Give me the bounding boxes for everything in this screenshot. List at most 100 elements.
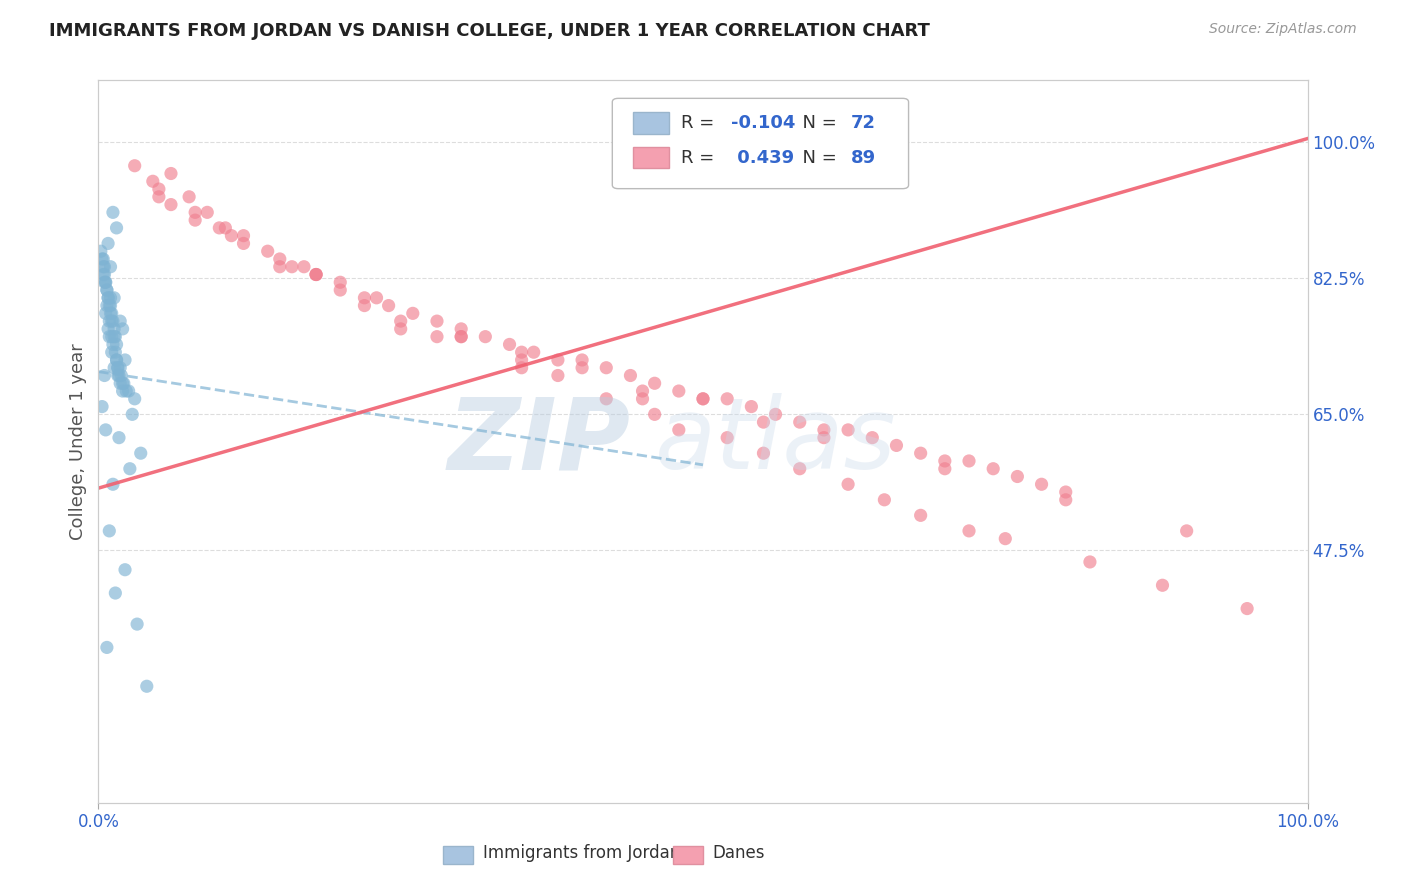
- Point: [668, 384, 690, 398]
- Point: [105, 353, 128, 368]
- Point: [108, 360, 131, 375]
- Point: [934, 461, 956, 475]
- Point: [105, 337, 128, 351]
- Point: [1031, 477, 1053, 491]
- Point: [103, 291, 125, 305]
- Point: [97, 291, 120, 305]
- Point: [124, 392, 146, 406]
- Point: [93, 260, 115, 274]
- Point: [98, 524, 121, 538]
- Point: [232, 236, 254, 251]
- Point: [886, 438, 908, 452]
- Point: [114, 353, 136, 368]
- Point: [100, 260, 122, 274]
- Point: [232, 228, 254, 243]
- Point: [112, 376, 135, 391]
- Point: [101, 477, 124, 491]
- Point: [96, 299, 118, 313]
- Point: [94, 275, 117, 289]
- Point: [595, 360, 617, 375]
- Point: [353, 291, 375, 305]
- Point: [305, 268, 328, 282]
- Point: [957, 454, 980, 468]
- Point: [813, 423, 835, 437]
- Point: [426, 314, 449, 328]
- Point: [98, 299, 121, 313]
- Point: [474, 329, 496, 343]
- Point: [292, 260, 315, 274]
- Point: [498, 337, 520, 351]
- Point: [94, 275, 117, 289]
- Point: [98, 329, 121, 343]
- Point: [110, 368, 132, 383]
- Point: [103, 360, 125, 375]
- Point: [910, 446, 932, 460]
- Point: [269, 260, 291, 274]
- Point: [101, 205, 124, 219]
- Point: [179, 190, 201, 204]
- Point: [111, 376, 134, 391]
- Point: [644, 408, 666, 422]
- Point: [934, 454, 956, 468]
- Bar: [633, 147, 669, 169]
- Point: [571, 360, 593, 375]
- FancyBboxPatch shape: [613, 98, 908, 189]
- Point: [101, 337, 124, 351]
- Text: Danes: Danes: [713, 845, 765, 863]
- Point: [377, 299, 399, 313]
- Point: [148, 182, 170, 196]
- Point: [631, 392, 654, 406]
- Point: [91, 400, 114, 414]
- Point: [389, 322, 412, 336]
- Point: [100, 345, 122, 359]
- Point: [631, 384, 654, 398]
- Point: [450, 329, 472, 343]
- Point: [510, 360, 533, 375]
- Point: [523, 345, 546, 359]
- Text: Immigrants from Jordan: Immigrants from Jordan: [482, 845, 681, 863]
- Point: [96, 283, 118, 297]
- Point: [108, 431, 131, 445]
- Point: [450, 322, 472, 336]
- Point: [281, 260, 304, 274]
- Point: [1054, 485, 1077, 500]
- Point: [957, 524, 980, 538]
- Point: [111, 322, 134, 336]
- Point: [789, 415, 811, 429]
- Point: [329, 283, 352, 297]
- Point: [184, 205, 207, 219]
- Bar: [443, 847, 474, 864]
- Point: [269, 252, 291, 266]
- Point: [353, 299, 375, 313]
- Point: [100, 291, 122, 305]
- Point: [100, 299, 122, 313]
- Point: [873, 492, 896, 507]
- Point: [160, 197, 183, 211]
- Point: [256, 244, 278, 259]
- Point: [135, 679, 157, 693]
- Point: [644, 376, 666, 391]
- Point: [101, 314, 124, 328]
- Point: [571, 353, 593, 368]
- Text: R =: R =: [682, 114, 720, 132]
- Text: atlas: atlas: [655, 393, 896, 490]
- Point: [108, 376, 131, 391]
- Text: 72: 72: [851, 114, 876, 132]
- Point: [107, 368, 129, 383]
- Point: [108, 314, 131, 328]
- Point: [107, 360, 129, 375]
- Point: [752, 415, 775, 429]
- Point: [93, 368, 115, 383]
- Point: [127, 617, 149, 632]
- Point: [91, 252, 114, 266]
- Point: [305, 268, 328, 282]
- Point: [329, 275, 352, 289]
- Bar: [672, 847, 703, 864]
- Point: [115, 384, 138, 398]
- Point: [389, 314, 412, 328]
- Point: [148, 190, 170, 204]
- Point: [103, 322, 125, 336]
- Point: [910, 508, 932, 523]
- Point: [160, 167, 183, 181]
- Point: [97, 291, 120, 305]
